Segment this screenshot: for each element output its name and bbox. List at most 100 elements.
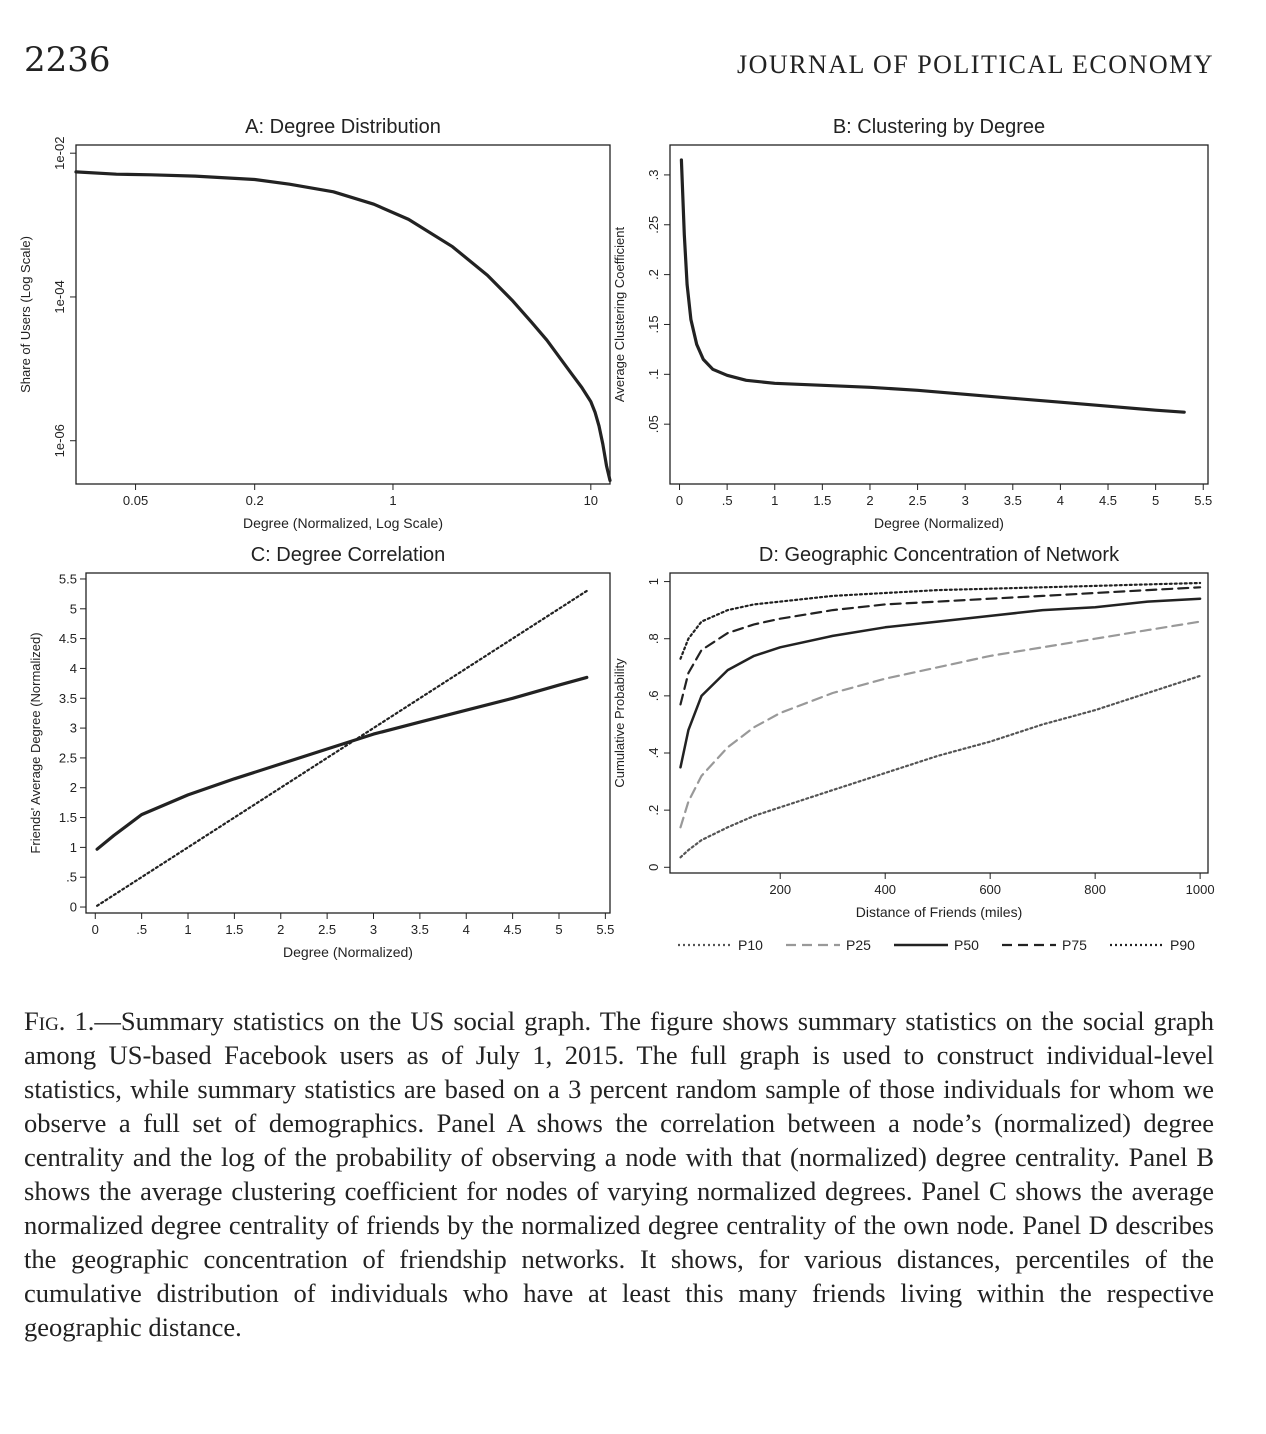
journal-title: JOURNAL OF POLITICAL ECONOMY — [736, 50, 1214, 79]
y-tick-label: 5.5 — [59, 571, 77, 586]
series-line-1 — [95, 675, 589, 851]
y-tick-label: .3 — [646, 169, 661, 180]
y-tick-label: .25 — [646, 216, 661, 234]
page-number: 2236 — [24, 40, 111, 80]
series-line-1 — [74, 170, 612, 483]
panel-title: D: Geographic Concentration of Network — [759, 544, 1120, 566]
x-tick-label: 4 — [463, 922, 470, 937]
x-tick-label: 800 — [1084, 882, 1106, 897]
x-tick-label: 1 — [771, 493, 778, 508]
series-line-p10 — [679, 674, 1202, 859]
caption-text: —Summary statistics on the US social gra… — [24, 1006, 1215, 1342]
y-tick-label: .2 — [646, 269, 661, 280]
series-line-2 — [95, 589, 588, 907]
x-tick-label: 0.05 — [123, 493, 148, 508]
legend-label-p10: P10 — [738, 937, 763, 953]
x-tick-label: 5 — [1152, 493, 1159, 508]
y-tick-label: 1e-06 — [52, 424, 67, 457]
x-tick-label: 5 — [555, 922, 562, 937]
y-axis-label: Share of Users (Log Scale) — [18, 236, 33, 393]
x-tick-label: 1 — [389, 493, 396, 508]
y-tick-label: 1 — [70, 840, 77, 855]
x-tick-label: 0.2 — [246, 493, 264, 508]
x-tick-label: 3.5 — [1004, 493, 1022, 508]
y-tick-label: .8 — [646, 633, 661, 644]
x-tick-label: 600 — [979, 882, 1001, 897]
plot-frame — [669, 572, 1209, 874]
x-tick-label: 1.5 — [225, 922, 243, 937]
y-tick-label: 3.5 — [59, 691, 77, 706]
y-axis-label: Average Clustering Coefficient — [612, 227, 627, 403]
y-tick-label: 0 — [646, 864, 661, 871]
figure: A: Degree Distribution Degree (Normalized… — [18, 116, 1215, 960]
x-tick-label: .5 — [136, 922, 147, 937]
legend-label-p75: P75 — [1062, 937, 1087, 953]
y-tick-label: 1.5 — [59, 810, 77, 825]
panel-b: B: Clustering by Degree Degree (Normalize… — [612, 116, 1212, 531]
figure-caption: Fig. 1.—Summary statistics on the US soc… — [24, 1004, 1214, 1344]
y-tick-label: 5 — [70, 601, 77, 616]
x-tick-label: 2.5 — [909, 493, 927, 508]
panel-a: A: Degree Distribution Degree (Normalized… — [18, 116, 612, 531]
plot-frame — [75, 144, 611, 485]
y-axis-label: Friends' Average Degree (Normalized) — [28, 632, 43, 853]
x-tick-label: 2.5 — [318, 922, 336, 937]
x-tick-label: 400 — [874, 882, 896, 897]
x-tick-label: 5.5 — [1194, 493, 1212, 508]
x-axis-label: Degree (Normalized, Log Scale) — [243, 515, 443, 531]
x-tick-label: 5.5 — [596, 922, 614, 937]
x-tick-label: 4.5 — [504, 922, 522, 937]
y-tick-label: 2.5 — [59, 750, 77, 765]
series-line-1 — [679, 158, 1186, 414]
x-axis-label: Degree (Normalized) — [283, 944, 413, 960]
plot-frame — [669, 144, 1209, 485]
y-tick-label: 3 — [70, 721, 77, 736]
x-tick-label: .5 — [722, 493, 733, 508]
panel-title: C: Degree Correlation — [251, 544, 446, 566]
panel-d: D: Geographic Concentration of Network Di… — [612, 544, 1215, 920]
series-line-p90 — [679, 581, 1202, 660]
y-tick-label: 1e-02 — [52, 137, 67, 170]
x-tick-label: 2 — [866, 493, 873, 508]
panel-c: C: Degree Correlation Degree (Normalized)… — [28, 544, 614, 960]
x-tick-label: 0 — [676, 493, 683, 508]
y-tick-label: .4 — [646, 748, 661, 759]
x-tick-label: 3 — [962, 493, 969, 508]
y-tick-label: .15 — [646, 315, 661, 333]
x-tick-label: 1000 — [1186, 882, 1215, 897]
legend-label-p50: P50 — [954, 937, 979, 953]
panel-title: A: Degree Distribution — [245, 116, 441, 138]
y-axis-label: Cumulative Probability — [612, 658, 627, 788]
y-tick-label: 0 — [70, 900, 77, 915]
series-line-p25 — [679, 620, 1202, 829]
x-tick-label: 3.5 — [411, 922, 429, 937]
x-tick-label: 10 — [584, 493, 598, 508]
x-tick-label: 0 — [92, 922, 99, 937]
panel-title: B: Clustering by Degree — [833, 116, 1045, 138]
x-tick-label: 3 — [370, 922, 377, 937]
x-tick-label: 200 — [769, 882, 791, 897]
x-tick-label: 4.5 — [1099, 493, 1117, 508]
x-axis-label: Distance of Friends (miles) — [856, 904, 1023, 920]
y-tick-label: 4 — [70, 661, 77, 676]
y-tick-label: 1 — [646, 578, 661, 585]
panel-d-legend: P10 P25 P50 P75 P90 — [678, 937, 1195, 953]
y-tick-label: .2 — [646, 805, 661, 816]
y-tick-label: 1e-04 — [52, 280, 67, 313]
y-tick-label: 2 — [70, 780, 77, 795]
x-tick-label: 2 — [277, 922, 284, 937]
x-tick-label: 1.5 — [813, 493, 831, 508]
y-tick-label: .5 — [66, 870, 77, 885]
x-tick-label: 1 — [184, 922, 191, 937]
y-tick-label: .6 — [646, 690, 661, 701]
plot-frame — [85, 572, 611, 914]
x-tick-label: 4 — [1057, 493, 1064, 508]
y-tick-label: .1 — [646, 369, 661, 380]
legend-label-p25: P25 — [846, 937, 871, 953]
y-tick-label: 4.5 — [59, 631, 77, 646]
caption-label: Fig. 1. — [24, 1006, 95, 1036]
series-line-p50 — [679, 597, 1202, 769]
y-tick-label: .05 — [646, 415, 661, 433]
legend-label-p90: P90 — [1170, 937, 1195, 953]
x-axis-label: Degree (Normalized) — [874, 515, 1004, 531]
